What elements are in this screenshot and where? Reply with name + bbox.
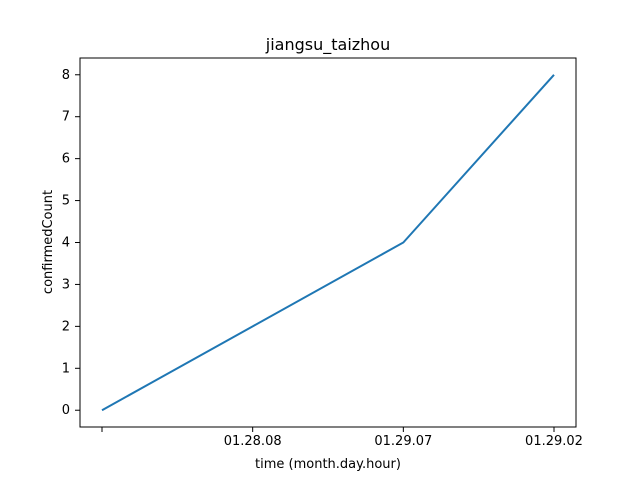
series-points: [101, 74, 555, 411]
series-line: [101, 74, 555, 412]
x-tick-label-2: 01.29.07: [374, 434, 432, 449]
y-tick-label-6: 6: [62, 152, 70, 167]
y-tick-label-8: 8: [62, 68, 70, 83]
y-tick-label-7: 7: [62, 110, 70, 125]
x-axis-title: time (month.day.hour): [255, 457, 401, 472]
x-tick-label-1: 01.28.08: [224, 434, 282, 449]
y-tick-label-2: 2: [62, 319, 70, 334]
x-tick-label-3: 01.29.02: [525, 434, 583, 449]
y-axis: 0 1 2 3 4 5 6 7 8: [62, 68, 80, 418]
chart-title: jiangsu_taizhou: [265, 35, 390, 55]
y-tick-label-0: 0: [62, 403, 70, 418]
y-axis-title: confirmedCount: [41, 190, 56, 294]
y-tick-label-4: 4: [62, 236, 70, 251]
plot-area: 0 1 2 3 4 5 6 7 8 01.28.08 01.29.07 01.29.02: [62, 57, 583, 449]
y-tick-label-3: 3: [62, 277, 70, 292]
y-tick-label-5: 5: [62, 194, 70, 209]
x-axis: 01.28.08 01.29.07 01.29.02: [101, 427, 583, 449]
y-tick-label-1: 1: [62, 361, 70, 376]
